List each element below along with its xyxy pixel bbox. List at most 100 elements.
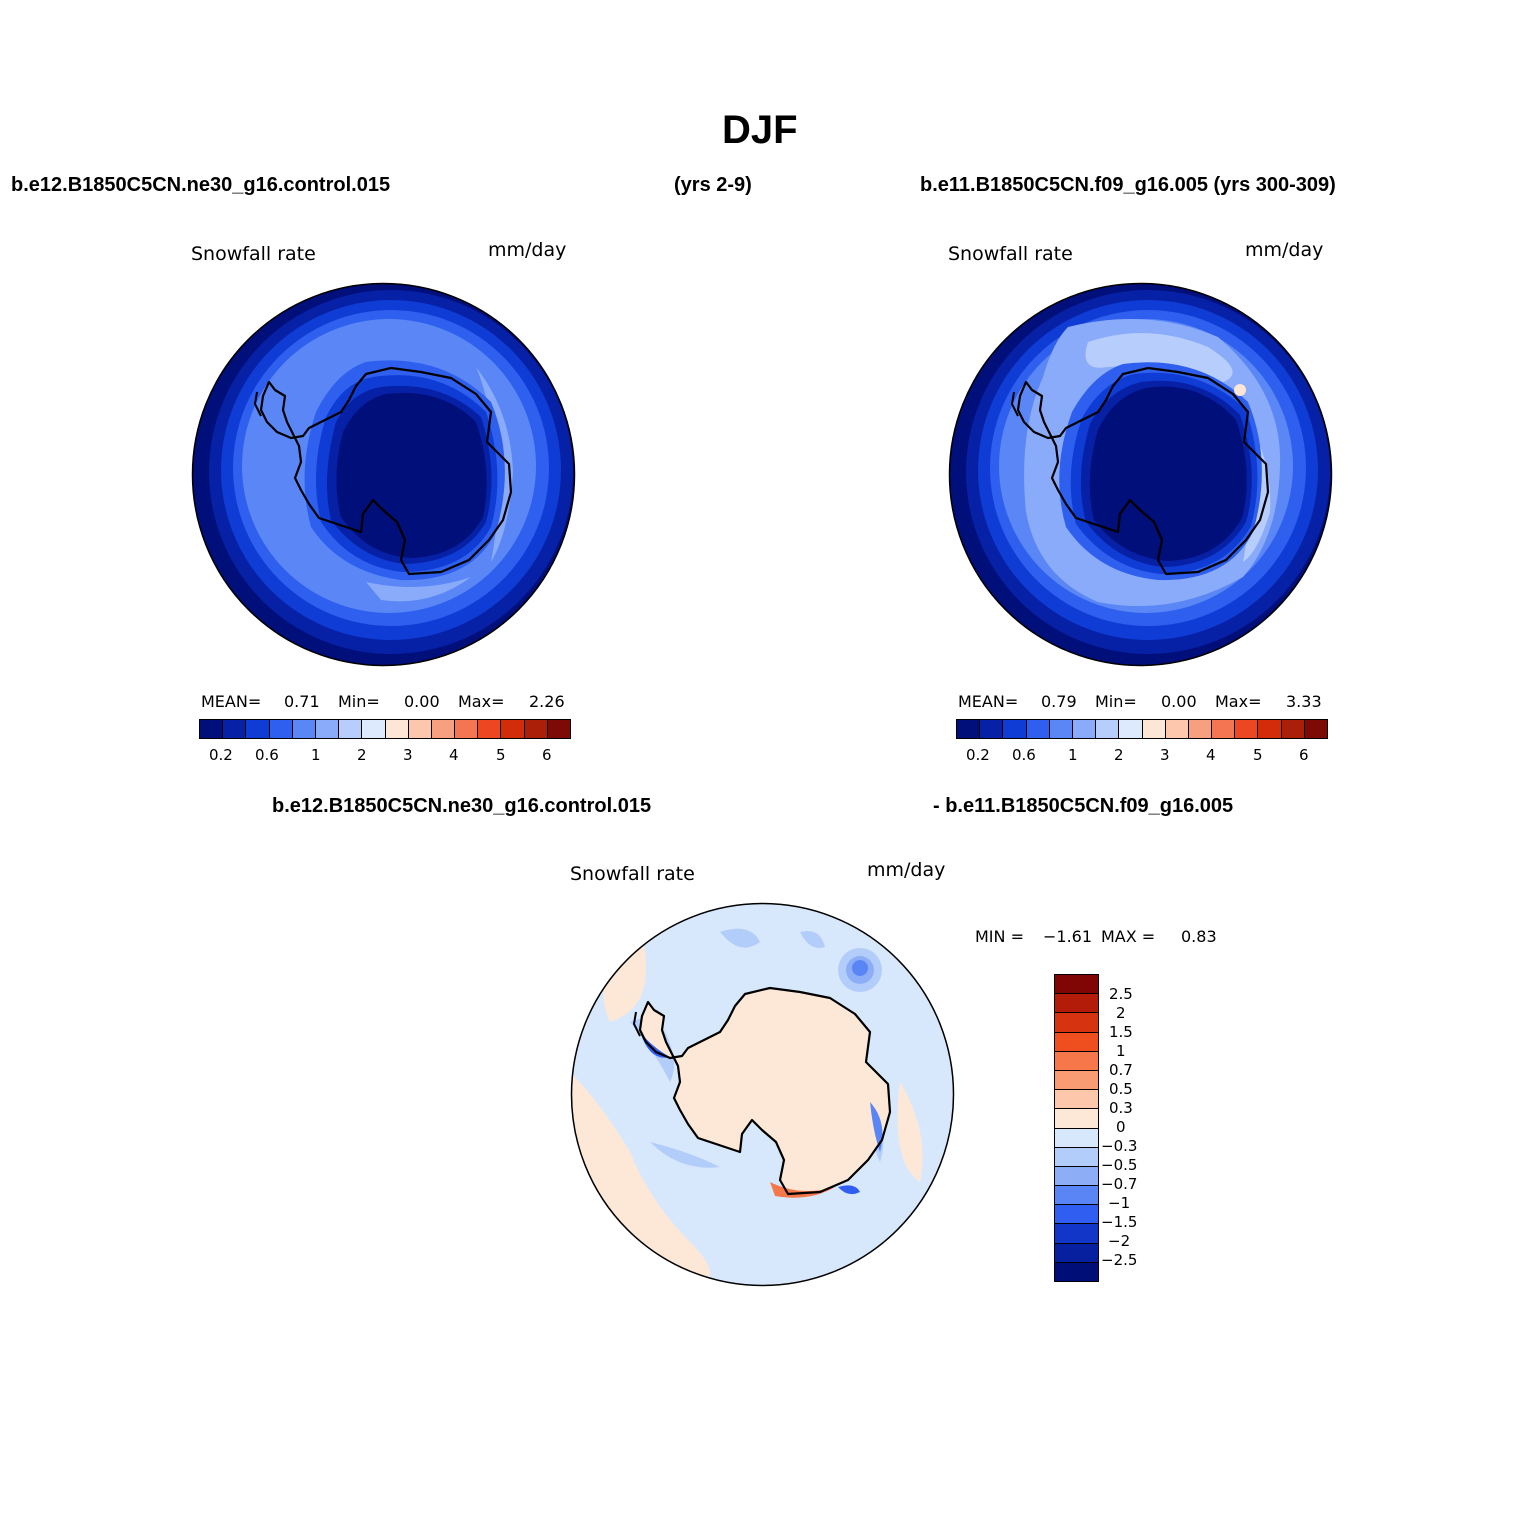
panel1-mean-label: MEAN= (201, 692, 262, 711)
colorbar-swatch (246, 720, 270, 738)
colorbar-tick: 0.2 (209, 746, 233, 764)
colorbar-swatch (1055, 1051, 1098, 1071)
colorbar-swatch (1003, 720, 1027, 738)
colorbar-swatch (1055, 1128, 1098, 1148)
panel2-min-label: Min= (1095, 692, 1137, 711)
colorbar-tick: 0.7 (1109, 1061, 1133, 1079)
panel2-variable: Snowfall rate (948, 243, 1073, 265)
colorbar-swatch (1055, 1147, 1098, 1167)
colorbar-tick: 1.5 (1109, 1023, 1133, 1041)
colorbar-swatch (362, 720, 386, 738)
colorbar-swatch (1188, 720, 1213, 738)
colorbar-tick: 1 (1116, 1042, 1126, 1060)
colorbar-tick: 0.6 (1012, 746, 1036, 764)
colorbar-swatch (1304, 720, 1327, 738)
colorbar-tick: 2 (1116, 1004, 1126, 1022)
colorbar-swatch (524, 720, 548, 738)
colorbar-tick: 0.6 (255, 746, 279, 764)
panel2-max-label: Max= (1215, 692, 1262, 711)
colorbar-tick: −1 (1108, 1194, 1131, 1212)
colorbar-swatch (980, 720, 1004, 738)
colorbar-tick: −0.3 (1101, 1137, 1138, 1155)
colorbar-tick: 4 (449, 746, 459, 764)
panel1-polar-map (191, 282, 576, 667)
panel2-min-value: 0.00 (1161, 692, 1197, 711)
panel1-max-value: 2.26 (529, 692, 565, 711)
colorbar-tick: 2 (357, 746, 367, 764)
panel3-max-label: MAX = (1101, 927, 1156, 946)
panel2-max-value: 3.33 (1286, 692, 1322, 711)
panel2-colorbar (956, 719, 1328, 739)
colorbar-tick: 2.5 (1109, 985, 1133, 1003)
colorbar-swatch (385, 720, 409, 738)
colorbar-tick: 1 (1068, 746, 1078, 764)
colorbar-swatch (1072, 720, 1097, 738)
colorbar-swatch (1096, 720, 1120, 738)
colorbar-swatch (1119, 720, 1143, 738)
panel3-variable: Snowfall rate (570, 863, 695, 885)
panel1-min-value: 0.00 (404, 692, 440, 711)
panel3-units: mm/day (867, 859, 946, 881)
colorbar-swatch (1055, 1224, 1098, 1244)
case1-label: b.e12.B1850C5CN.ne30_g16.control.015 (11, 174, 391, 196)
colorbar-swatch (957, 720, 981, 738)
colorbar-tick: 1 (311, 746, 321, 764)
colorbar-tick: 6 (542, 746, 552, 764)
colorbar-swatch (1026, 720, 1050, 738)
colorbar-swatch (1055, 1013, 1098, 1033)
colorbar-swatch (1055, 1109, 1098, 1129)
panel3-min-label: MIN = (975, 927, 1024, 946)
colorbar-tick: −0.5 (1101, 1156, 1138, 1174)
colorbar-swatch (1142, 720, 1166, 738)
diff-label-right: - b.e11.B1850C5CN.f09_g16.005 (933, 795, 1234, 817)
colorbar-swatch (292, 720, 316, 738)
colorbar-tick: −0.7 (1101, 1175, 1138, 1193)
diff-label-left: b.e12.B1850C5CN.ne30_g16.control.015 (272, 795, 652, 817)
panel1-variable: Snowfall rate (191, 243, 316, 265)
colorbar-swatch (1281, 720, 1305, 738)
colorbar-tick: 4 (1206, 746, 1216, 764)
colorbar-swatch (1055, 1090, 1098, 1110)
colorbar-swatch (501, 720, 525, 738)
panel1-colorbar (199, 719, 571, 739)
colorbar-tick: 0.3 (1109, 1099, 1133, 1117)
colorbar-tick: −1.5 (1101, 1213, 1138, 1231)
panel1-units: mm/day (488, 239, 567, 261)
colorbar-tick: 0.5 (1109, 1080, 1133, 1098)
colorbar-tick: 0.2 (966, 746, 990, 764)
colorbar-tick: 3 (1160, 746, 1170, 764)
colorbar-tick: 6 (1299, 746, 1309, 764)
colorbar-swatch (1055, 994, 1098, 1014)
colorbar-tick: 3 (403, 746, 413, 764)
colorbar-swatch (1055, 1243, 1098, 1263)
colorbar-swatch (1165, 720, 1189, 738)
panel1-mean-value: 0.71 (284, 692, 320, 711)
panel2-polar-map (948, 282, 1333, 667)
colorbar-tick: −2.5 (1101, 1251, 1138, 1269)
panel1-min-label: Min= (338, 692, 380, 711)
colorbar-tick: 5 (496, 746, 506, 764)
colorbar-swatch (1055, 1166, 1098, 1187)
colorbar-tick: −2 (1108, 1232, 1131, 1250)
panel3-colorbar (1054, 974, 1099, 1282)
colorbar-tick: 5 (1253, 746, 1263, 764)
colorbar-swatch (1049, 720, 1073, 738)
panel3-min-value: −1.61 (1043, 927, 1093, 946)
colorbar-swatch (1212, 720, 1236, 738)
panel3-max-value: 0.83 (1181, 927, 1217, 946)
colorbar-swatch (408, 720, 432, 738)
colorbar-swatch (431, 720, 456, 738)
colorbar-swatch (1055, 975, 1098, 995)
colorbar-swatch (269, 720, 293, 738)
colorbar-swatch (223, 720, 247, 738)
colorbar-swatch (478, 720, 502, 738)
colorbar-swatch (200, 720, 224, 738)
colorbar-swatch (455, 720, 479, 738)
colorbar-swatch (315, 720, 340, 738)
colorbar-swatch (1055, 1186, 1098, 1206)
colorbar-swatch (1055, 1070, 1098, 1091)
colorbar-swatch (1055, 1032, 1098, 1052)
panel1-max-label: Max= (458, 692, 505, 711)
case2-label: b.e11.B1850C5CN.f09_g16.005 (yrs 300-309… (920, 174, 1336, 196)
colorbar-swatch (1055, 1205, 1098, 1225)
